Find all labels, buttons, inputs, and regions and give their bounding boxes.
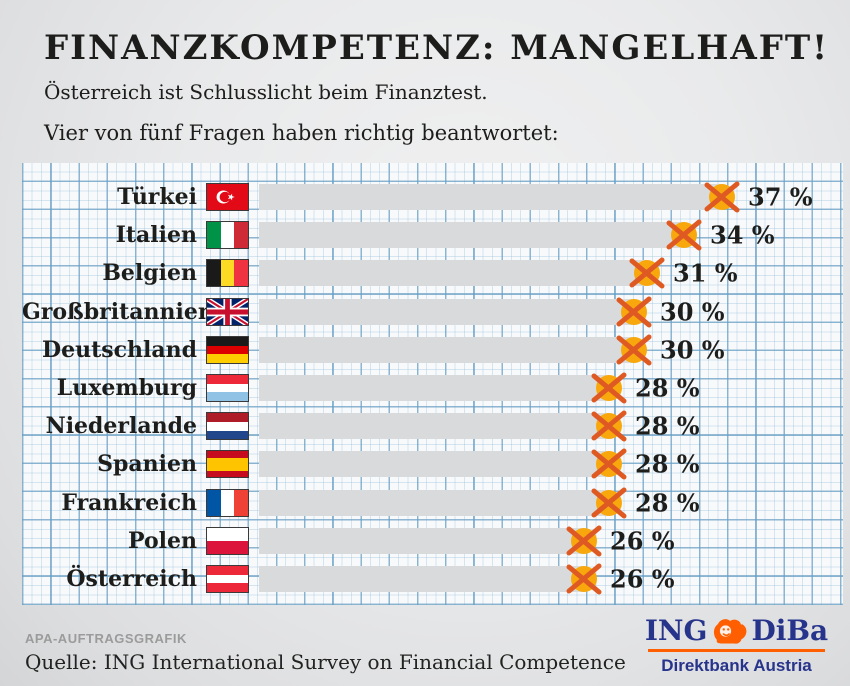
logo-tagline: Direktbank Austria	[661, 656, 812, 675]
country-label: Luxemburg	[56, 375, 197, 402]
chart-row: Türkei 37 %	[22, 178, 843, 216]
value-bar	[259, 413, 609, 440]
bar-zone: 28 %	[259, 410, 843, 442]
country-flag	[206, 183, 249, 212]
logo-text-ing: ING	[644, 614, 708, 647]
value-label: 31 %	[673, 258, 738, 288]
country-flag	[206, 564, 249, 593]
value-label: 37 %	[748, 182, 813, 212]
value-label: 34 %	[710, 220, 775, 250]
chart-row: Belgien 31 %	[22, 254, 843, 292]
value-bar	[259, 527, 584, 554]
value-bar	[259, 222, 684, 249]
country-flag	[206, 335, 249, 364]
value-label: 26 %	[610, 564, 675, 594]
intro-line: Vier von fünf Fragen haben richtig beant…	[44, 121, 559, 145]
country-flag	[206, 221, 249, 250]
chart-row: Deutschland 30 %	[22, 331, 843, 369]
bar-zone: 30 %	[259, 296, 843, 328]
value-bar	[259, 451, 609, 478]
lion-icon	[711, 616, 747, 646]
value-bar	[259, 375, 609, 402]
country-label: Spanien	[97, 451, 197, 478]
value-label: 28 %	[635, 449, 700, 479]
bar-zone: 30 %	[259, 334, 843, 366]
bar-zone: 34 %	[259, 219, 843, 251]
source-line: Quelle: ING International Survey on Fina…	[25, 650, 626, 674]
ing-diba-logo: ING DiBa Direktbank Austria	[644, 614, 829, 676]
value-label: 30 %	[660, 297, 725, 327]
bar-zone: 28 %	[259, 372, 843, 404]
value-bar	[259, 184, 722, 211]
country-label: Belgien	[102, 260, 197, 287]
value-label: 28 %	[635, 411, 700, 441]
country-flag	[206, 488, 249, 517]
country-label: Deutschland	[42, 336, 197, 363]
country-flag	[206, 374, 249, 403]
value-bar	[259, 336, 634, 363]
logo-wordmark: ING DiBa	[644, 614, 829, 647]
value-label: 30 %	[660, 335, 725, 365]
country-label: Polen	[128, 527, 197, 554]
value-label: 28 %	[635, 373, 700, 403]
page-title: FINANZKOMPETENZ: MANGELHAFT!	[44, 28, 830, 68]
bar-zone: 28 %	[259, 448, 843, 480]
bar-zone: 37 %	[259, 181, 843, 213]
chart-row: Großbritannien 30 %	[22, 293, 843, 331]
country-label: Italien	[115, 222, 197, 249]
country-flag	[206, 259, 249, 288]
value-label: 28 %	[635, 488, 700, 518]
chart-row: Luxemburg 28 %	[22, 369, 843, 407]
bar-zone: 28 %	[259, 487, 843, 519]
credit-label: APA-AUFTRAGSGRAFIK	[25, 631, 187, 646]
logo-orange-rule	[648, 649, 825, 652]
chart-row: Frankreich 28 %	[22, 484, 843, 522]
value-bar	[259, 565, 584, 592]
subtitle: Österreich ist Schlusslicht beim Finanzt…	[44, 80, 488, 104]
chart-row: Österreich 26 %	[22, 560, 843, 598]
bar-zone: 31 %	[259, 257, 843, 289]
chart-row: Italien 34 %	[22, 216, 843, 254]
bar-zone: 26 %	[259, 525, 843, 557]
country-label: Niederlande	[45, 413, 197, 440]
value-bar	[259, 489, 609, 516]
chart-row: Polen 26 %	[22, 522, 843, 560]
country-flag	[206, 526, 249, 555]
value-bar	[259, 298, 634, 325]
bar-zone: 26 %	[259, 563, 843, 595]
chart-row: Niederlande 28 %	[22, 407, 843, 445]
value-bar	[259, 260, 647, 287]
country-flag	[206, 450, 249, 479]
logo-text-diba: DiBa	[751, 614, 829, 647]
country-label: Türkei	[117, 184, 197, 211]
country-flag	[206, 412, 249, 441]
bar-chart: Türkei 37 % Italien 34 % Belgien 31 % Großbrit…	[22, 163, 843, 605]
value-label: 26 %	[610, 526, 675, 556]
country-flag	[206, 297, 249, 326]
country-label: Frankreich	[61, 489, 197, 516]
chart-row: Spanien 28 %	[22, 445, 843, 483]
country-label: Österreich	[66, 565, 197, 592]
country-label: Großbritannien	[22, 298, 214, 325]
